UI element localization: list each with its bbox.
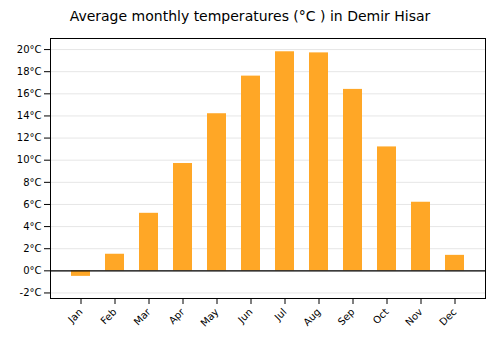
svg-text:16°C: 16°C	[17, 88, 42, 99]
svg-text:Apr: Apr	[167, 306, 188, 327]
svg-text:4°C: 4°C	[23, 221, 41, 232]
svg-text:2°C: 2°C	[23, 243, 41, 254]
html-text:Average monthly temperatures (: Average monthly temperatures (°C ) in De…	[69, 8, 431, 24]
svg-text:May: May	[198, 306, 220, 328]
svg-text:8°C: 8°C	[23, 177, 41, 188]
svg-text:Mar: Mar	[132, 306, 154, 328]
svg-text:Nov: Nov	[403, 306, 425, 328]
svg-text:Jan: Jan	[65, 306, 84, 325]
svg-text:Aug: Aug	[301, 306, 323, 328]
svg-text:12°C: 12°C	[17, 132, 42, 143]
svg-text:14°C: 14°C	[17, 110, 42, 121]
svg-text:18°C: 18°C	[17, 66, 42, 77]
svg-text:-2°C: -2°C	[20, 287, 42, 298]
svg-text:0°C: 0°C	[23, 265, 41, 276]
svg-text:Jul: Jul	[272, 306, 289, 323]
svg-text:Oct: Oct	[371, 306, 391, 326]
svg-text:Dec: Dec	[437, 306, 458, 327]
svg-text:20°C: 20°C	[17, 44, 42, 55]
svg-text:Jun: Jun	[235, 306, 255, 326]
svg-text:6°C: 6°C	[23, 199, 41, 210]
svg-text:10°C: 10°C	[17, 154, 42, 165]
svg-text:Feb: Feb	[98, 306, 118, 326]
svg-text:Sep: Sep	[336, 306, 357, 327]
